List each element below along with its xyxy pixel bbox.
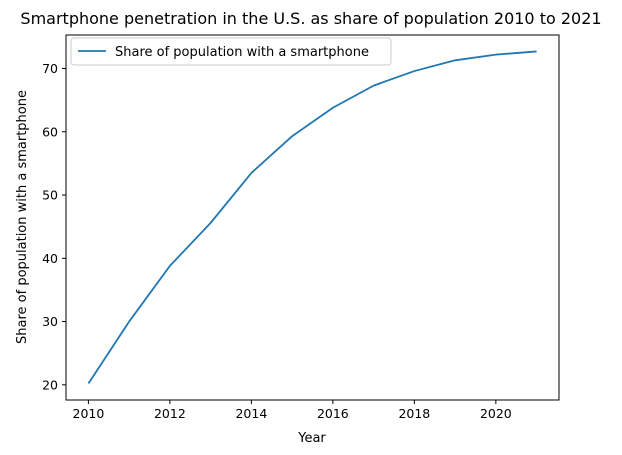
y-tick-label: 70 (42, 61, 58, 76)
x-axis-label: Year (297, 431, 326, 446)
x-axis: 2010 2012 2014 2016 2018 2020 (73, 400, 512, 421)
series-line (87, 50, 537, 385)
legend-box (70, 37, 392, 66)
legend: Share of population with a smartphone (70, 37, 392, 66)
x-tick-label: 2018 (398, 406, 430, 421)
x-tick-label: 2016 (317, 406, 349, 421)
plot-area: 2010 2012 2014 2016 2018 2020 20 30 40 50 60 70 (42, 34, 560, 421)
legend-label: Share of population with a smartphone (115, 45, 369, 60)
y-tick-label: 60 (42, 124, 58, 139)
plot-frame (65, 34, 560, 401)
y-tick-label: 50 (42, 188, 58, 203)
y-tick-label: 20 (42, 377, 58, 392)
x-tick-label: 2010 (73, 406, 105, 421)
y-axis-label: Share of population with a smartphone (15, 90, 30, 344)
series-lines (87, 50, 537, 385)
x-tick-label: 2020 (480, 406, 512, 421)
x-tick-label: 2012 (154, 406, 186, 421)
chart-title: Smartphone penetration in the U.S. as sh… (20, 9, 601, 28)
y-tick-label: 30 (42, 314, 58, 329)
x-tick-label: 2014 (235, 406, 267, 421)
y-tick-label: 40 (42, 251, 58, 266)
y-axis: 20 30 40 50 60 70 (42, 61, 66, 392)
